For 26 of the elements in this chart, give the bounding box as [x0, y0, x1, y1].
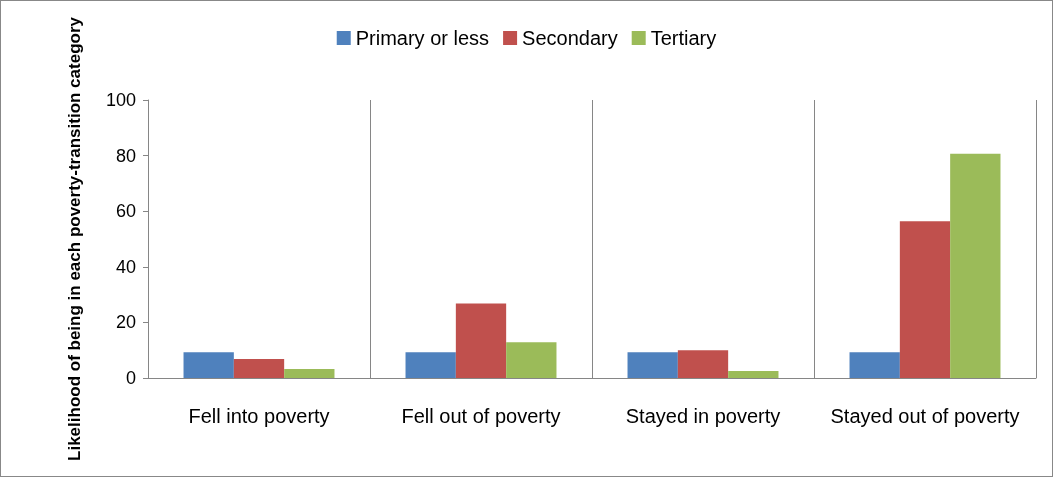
bar [728, 371, 779, 378]
y-tick-label: 80 [115, 145, 136, 166]
y-tick-label: 60 [115, 201, 136, 222]
x-tick-label: Fell out of poverty [401, 405, 561, 427]
legend-label: Secondary [522, 27, 618, 49]
bar [677, 350, 729, 378]
bar [233, 359, 285, 378]
bar [899, 221, 951, 378]
y-tick-label: 20 [115, 312, 136, 333]
y-axis-title: Likelihood of being in each poverty-transition category [64, 16, 84, 461]
bar [455, 303, 507, 378]
x-tick-label: Fell into poverty [188, 405, 330, 427]
x-tick-label: Stayed out of poverty [830, 405, 1020, 427]
bar [849, 352, 900, 378]
y-tick-label: 0 [125, 368, 136, 388]
bar [405, 352, 456, 378]
y-tick-label: 40 [115, 256, 136, 277]
legend-label: Primary or less [355, 27, 490, 49]
bar [183, 352, 234, 378]
legend-label: Tertiary [650, 27, 717, 49]
bar [950, 153, 1001, 378]
bar [627, 352, 678, 378]
y-tick-label: 100 [105, 90, 136, 110]
x-tick-label: Stayed in poverty [625, 405, 781, 427]
bar [284, 369, 335, 378]
bar [506, 342, 557, 378]
